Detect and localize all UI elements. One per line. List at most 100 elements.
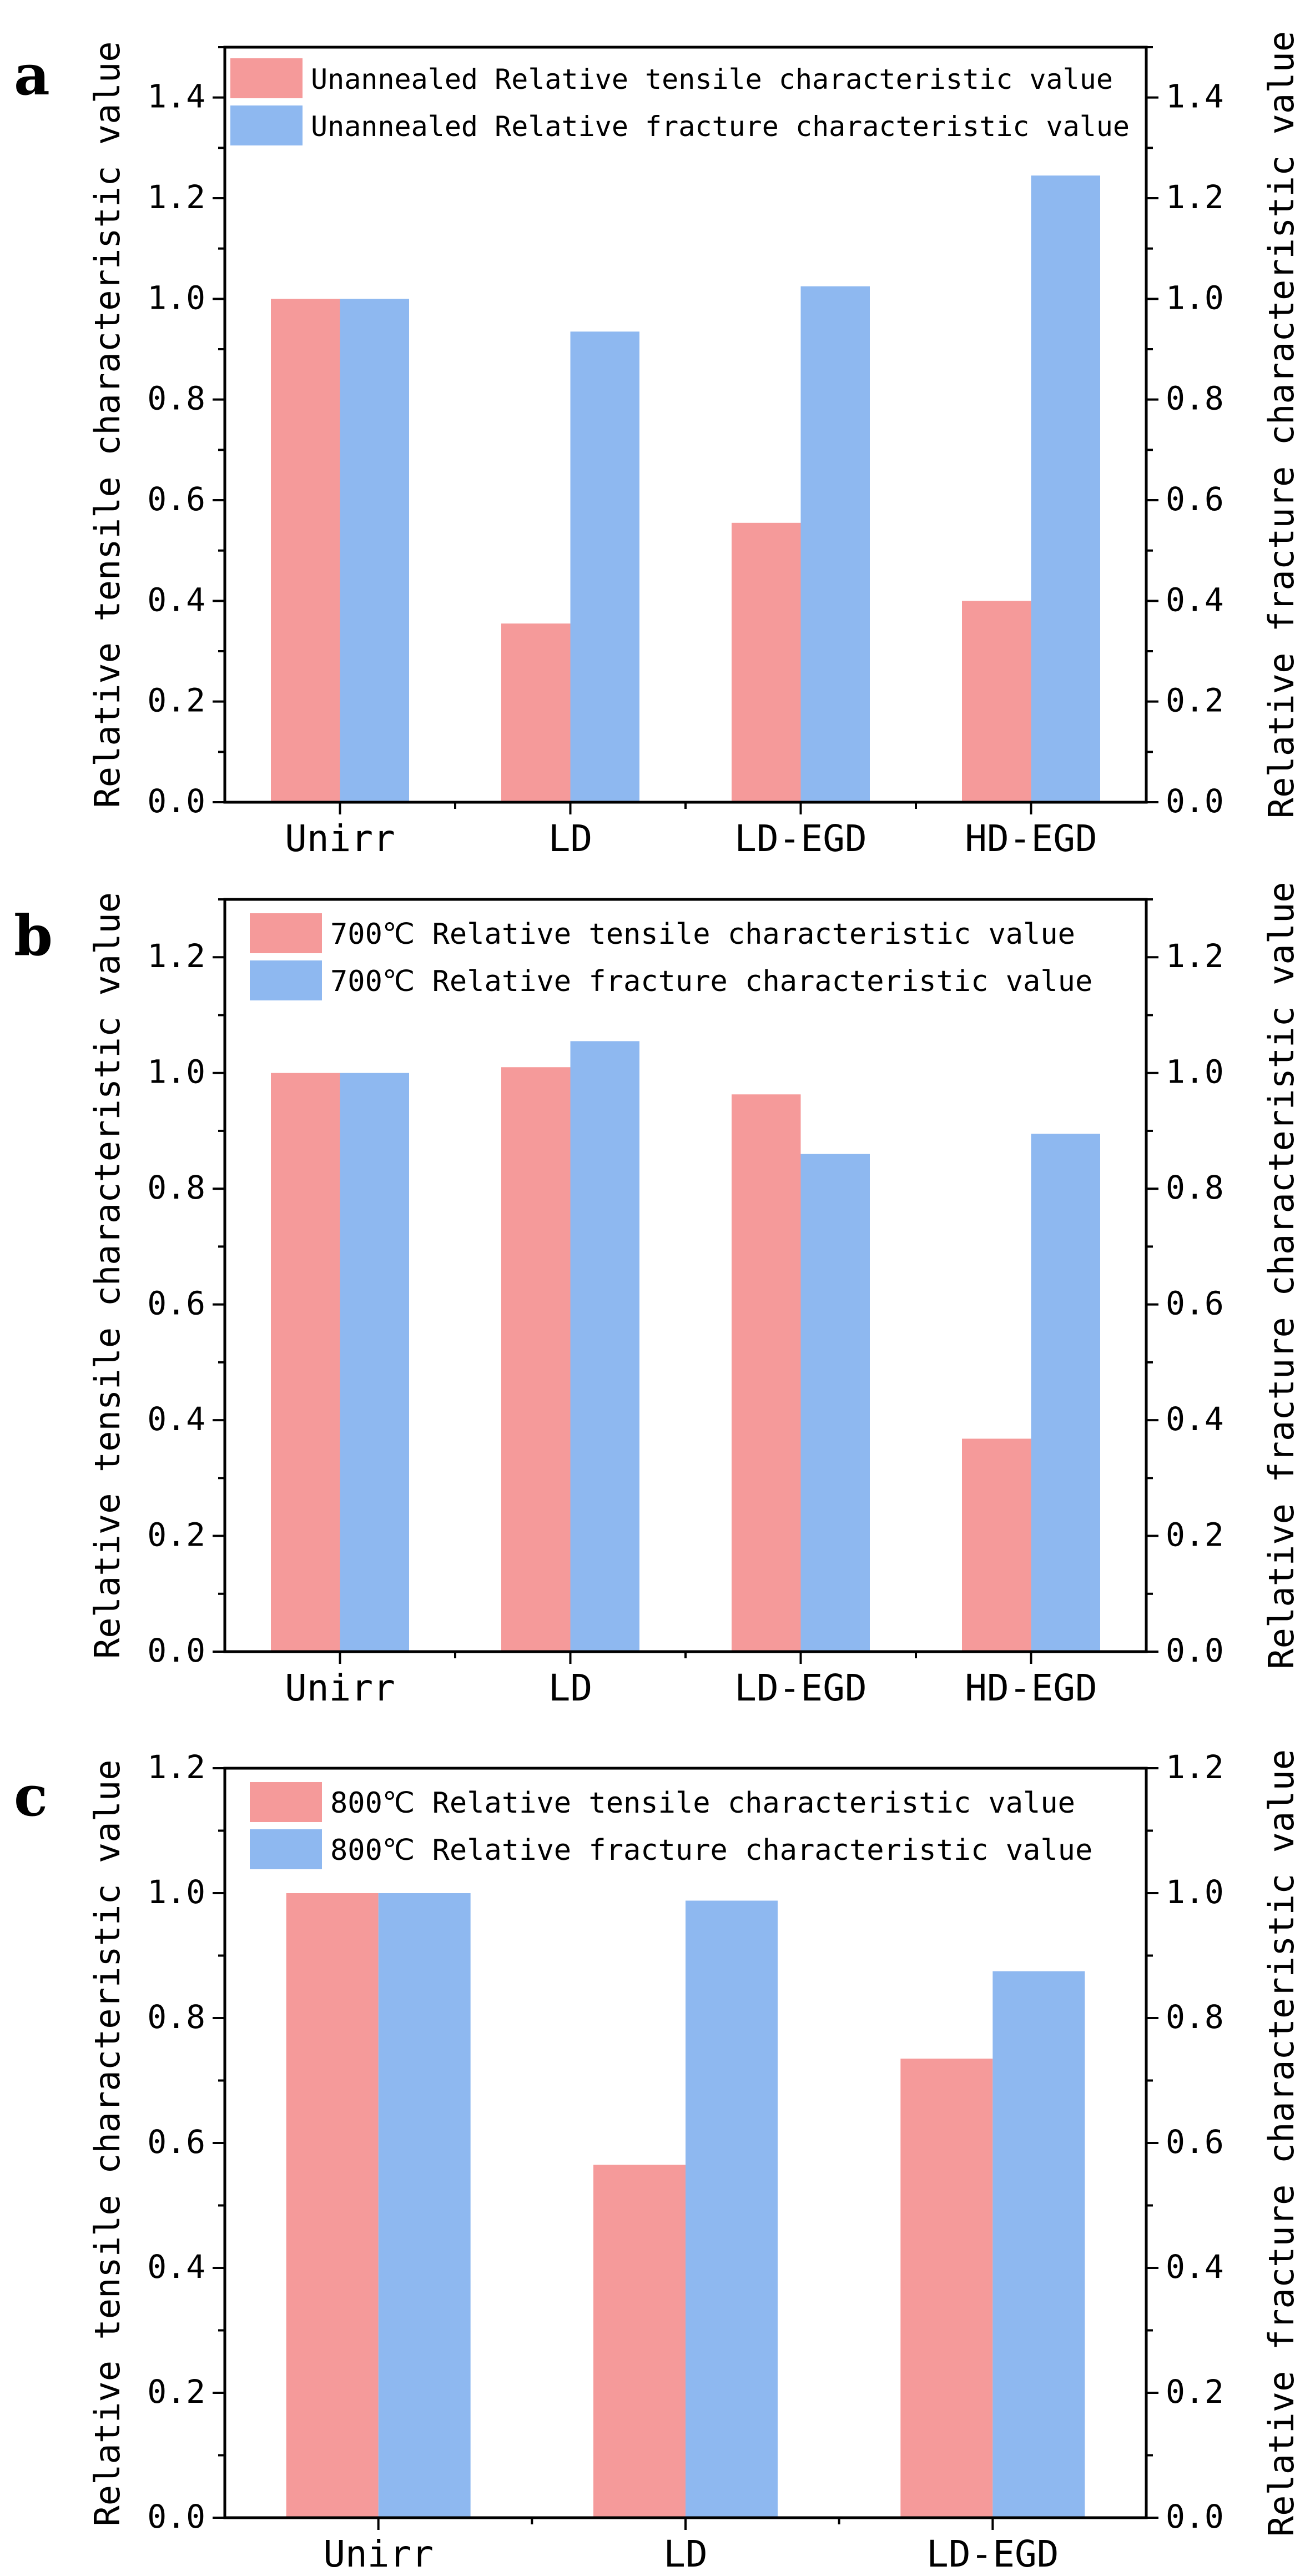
x-tick-label: LD-EGD	[734, 817, 866, 860]
y-tick-label-right: 1.4	[1166, 78, 1224, 115]
legend-label-fracture: Unannealed Relative fracture characteris…	[311, 110, 1130, 143]
bar-tensile-hd-egd	[962, 601, 1031, 802]
bar-fracture-ld	[686, 1900, 778, 2518]
y-tick-label-left: 1.2	[147, 937, 205, 975]
y-tick-label-right: 0.2	[1166, 1516, 1224, 1554]
x-tick-label: LD-EGD	[926, 2533, 1059, 2575]
bar-fracture-ld-egd	[992, 1971, 1085, 2518]
bar-fracture-hd-egd	[1031, 1134, 1100, 1652]
y-tick-label-left: 0.0	[147, 782, 205, 820]
y-tick-label-right: 1.0	[1166, 1053, 1224, 1091]
legend-label-fracture: 800℃ Relative fracture characteristic va…	[330, 1834, 1092, 1867]
y-tick-label-left: 0.0	[147, 2498, 205, 2535]
bar-tensile-ld	[501, 623, 571, 802]
bar-tensile-hd-egd	[962, 1438, 1031, 1652]
panel-letter: b	[14, 903, 53, 968]
x-tick-label: LD-EGD	[734, 1667, 866, 1709]
y-axis-label-left: Relative tensile characteristic value	[87, 1759, 128, 2526]
y-tick-label-left: 0.6	[147, 1285, 205, 1322]
y-tick-label-right: 1.0	[1166, 279, 1224, 316]
y-tick-label-right: 0.2	[1166, 2373, 1224, 2411]
x-tick-label: Unirr	[285, 817, 395, 860]
y-tick-label-right: 0.8	[1166, 380, 1224, 417]
y-axis-label-right: Relative fracture characteristic value	[1261, 31, 1302, 818]
x-tick-label: HD-EGD	[965, 1667, 1097, 1709]
legend-label-tensile: 800℃ Relative tensile characteristic val…	[330, 1787, 1075, 1820]
y-tick-label-left: 1.2	[147, 178, 205, 216]
y-tick-label-right: 1.0	[1166, 1873, 1224, 1911]
y-tick-label-left: 1.0	[147, 1873, 205, 1911]
chart-panel-c: c 0.0 0.0 0.2 0.2 0.4 0.4 0.6 0.6 0.8 0.8 1.0 1.0 1.2…	[14, 1748, 1302, 2575]
y-tick-label-left: 0.4	[147, 581, 205, 618]
legend-label-tensile: 700℃ Relative tensile characteristic val…	[330, 918, 1075, 951]
bar-tensile-ld-egd	[732, 1094, 801, 1652]
panel-letter: c	[14, 1763, 48, 1829]
x-tick-label: Unirr	[323, 2533, 434, 2575]
y-tick-label-right: 1.2	[1166, 178, 1224, 216]
y-axis-label-right: Relative fracture characteristic value	[1261, 882, 1302, 1669]
y-axis-label-right: Relative fracture characteristic value	[1261, 1749, 1302, 2537]
y-tick-label-right: 0.4	[1166, 2248, 1224, 2286]
chart-panel-a: a 0.0 0.0 0.2 0.2 0.4 0.4 0.6 0.6 0.8 0.8 1.0 1.0 1.2…	[14, 31, 1302, 860]
y-tick-label-left: 1.4	[147, 78, 205, 115]
x-tick-label: LD	[663, 2533, 707, 2575]
y-tick-label-left: 0.6	[147, 2123, 205, 2161]
y-tick-label-left: 0.2	[147, 2373, 205, 2411]
y-tick-label-left: 0.2	[147, 1516, 205, 1554]
bar-tensile-ld-egd	[900, 2059, 993, 2518]
bar-fracture-ld-egd	[800, 1154, 870, 1652]
y-tick-label-left: 0.6	[147, 480, 205, 518]
bar-tensile-ld	[501, 1067, 571, 1652]
y-tick-label-right: 0.4	[1166, 1400, 1224, 1438]
y-tick-label-right: 0.4	[1166, 581, 1224, 618]
bar-fracture-hd-egd	[1031, 175, 1100, 803]
y-tick-label-left: 0.8	[147, 1169, 205, 1206]
y-tick-label-left: 1.0	[147, 279, 205, 316]
y-tick-label-left: 0.4	[147, 1400, 205, 1438]
y-tick-label-left: 0.8	[147, 1998, 205, 2036]
bar-fracture-unirr	[340, 1073, 409, 1652]
y-tick-label-right: 0.2	[1166, 682, 1224, 720]
y-axis-label-left: Relative tensile characteristic value	[87, 41, 128, 808]
chart-panel-b: b 0.0 0.0 0.2 0.2 0.4 0.4 0.6 0.6 0.8 0.8 1.0 1.0 1.2…	[14, 882, 1302, 1709]
bar-fracture-ld	[570, 331, 639, 802]
bar-tensile-ld-egd	[732, 522, 801, 802]
legend-swatch-fracture	[250, 960, 322, 1000]
legend-swatch-tensile	[230, 58, 303, 98]
bar-fracture-unirr	[378, 1893, 471, 2518]
legend-label-fracture: 700℃ Relative fracture characteristic va…	[330, 965, 1092, 998]
y-tick-label-right: 0.8	[1166, 1998, 1224, 2036]
y-tick-label-right: 0.8	[1166, 1169, 1224, 1206]
y-tick-label-right: 0.6	[1166, 1285, 1224, 1322]
x-tick-label: LD	[548, 1667, 592, 1709]
bar-tensile-unirr	[271, 299, 340, 802]
y-tick-label-right: 0.0	[1166, 782, 1224, 820]
bar-tensile-unirr	[271, 1073, 340, 1652]
bar-fracture-ld	[570, 1041, 639, 1652]
y-tick-label-right: 0.0	[1166, 1632, 1224, 1669]
panel-letter: a	[14, 42, 50, 108]
y-tick-label-right: 0.6	[1166, 480, 1224, 518]
x-tick-label: Unirr	[285, 1667, 395, 1709]
y-tick-label-left: 1.2	[147, 1748, 205, 1786]
y-tick-label-left: 0.8	[147, 380, 205, 417]
bar-fracture-ld-egd	[800, 286, 870, 802]
legend-label-tensile: Unannealed Relative tensile characterist…	[311, 63, 1113, 95]
y-tick-label-left: 0.2	[147, 682, 205, 720]
bar-tensile-ld	[593, 2165, 686, 2518]
y-tick-label-left: 0.4	[147, 2248, 205, 2286]
bar-tensile-unirr	[286, 1893, 379, 2518]
legend-swatch-tensile	[250, 1782, 322, 1822]
y-tick-label-right: 1.2	[1166, 1748, 1224, 1786]
y-tick-label-right: 0.6	[1166, 2123, 1224, 2161]
y-tick-label-right: 0.0	[1166, 2498, 1224, 2535]
legend-swatch-fracture	[250, 1829, 322, 1869]
y-tick-label-right: 1.2	[1166, 937, 1224, 975]
y-axis-label-left: Relative tensile characteristic value	[87, 892, 128, 1659]
y-tick-label-left: 1.0	[147, 1053, 205, 1091]
legend-swatch-fracture	[230, 105, 303, 145]
x-tick-label: HD-EGD	[965, 817, 1097, 860]
legend-swatch-tensile	[250, 913, 322, 953]
x-tick-label: LD	[548, 817, 592, 860]
